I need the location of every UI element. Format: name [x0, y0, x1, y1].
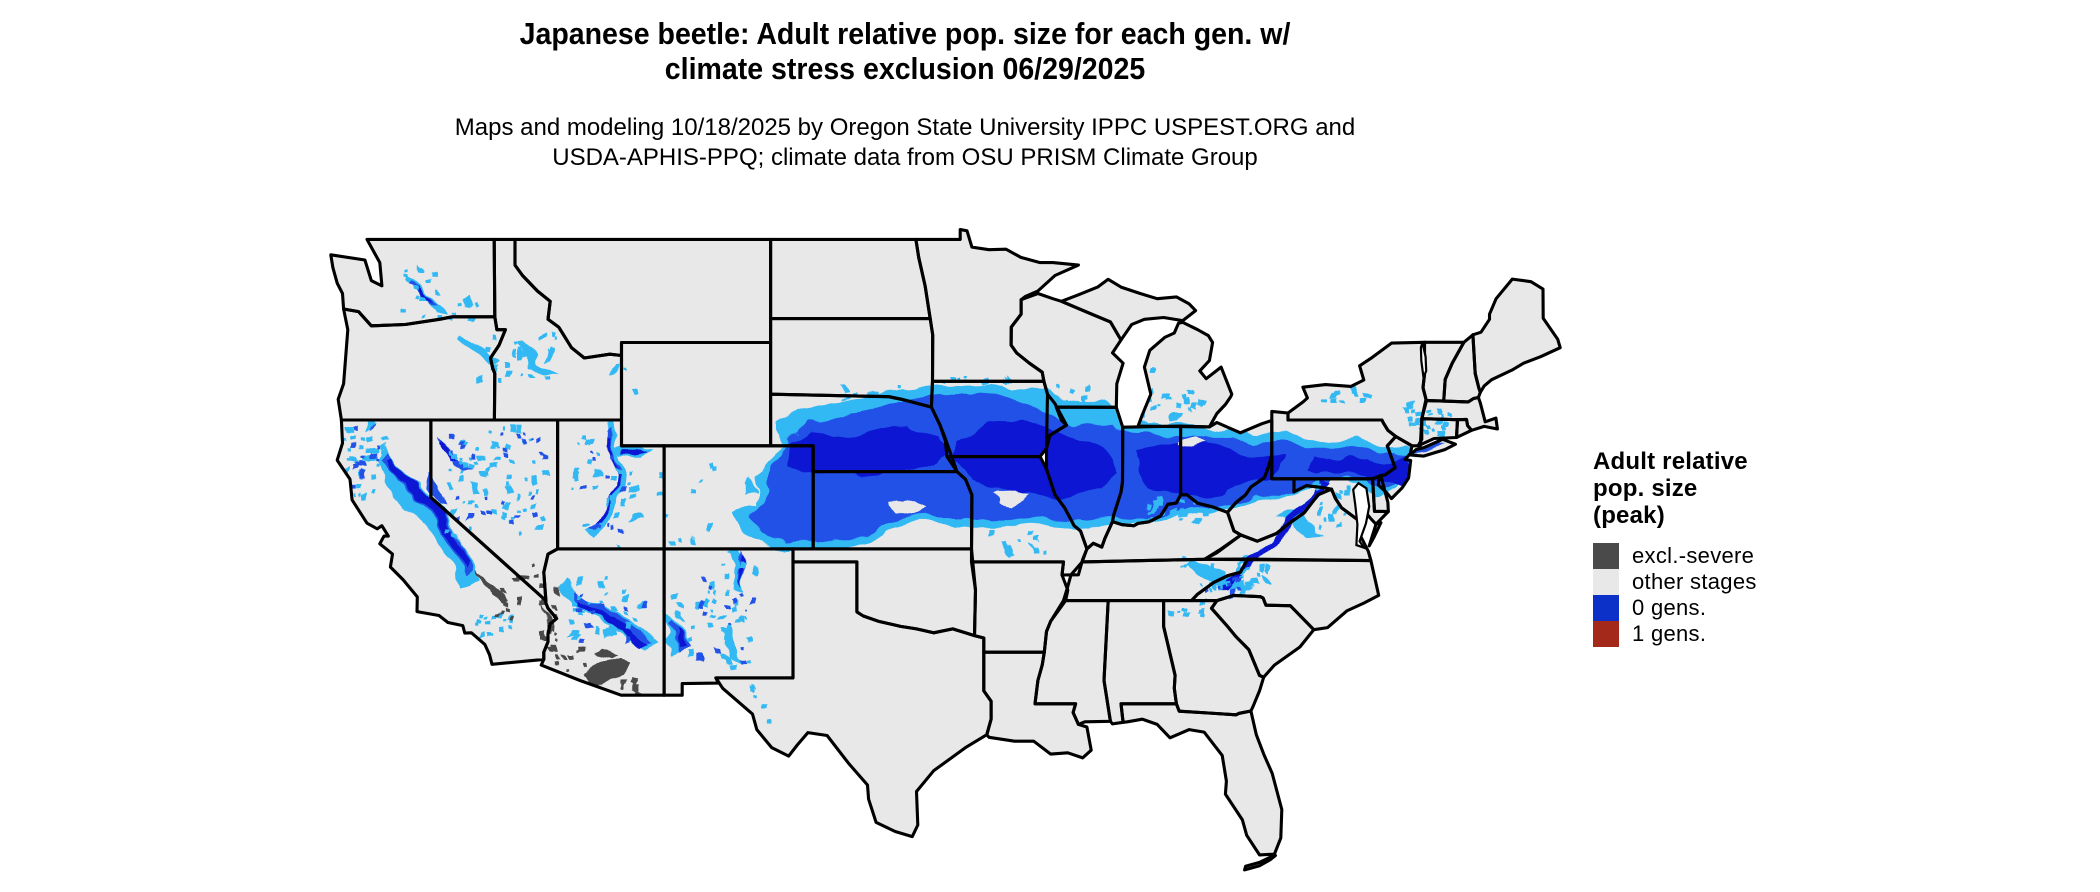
state-oklahoma [793, 548, 976, 636]
region-southern-arizona [582, 654, 626, 686]
legend-title-line2: pop. size [1593, 475, 1698, 502]
map-subtitle-line1: Maps and modeling 10/18/2025 by Oregon S… [454, 114, 1356, 141]
map-title: Japanese beetle: Adult relative pop. siz… [72, 16, 1737, 86]
legend-label-0: excl.-severe [1632, 543, 1755, 568]
region-mogollon-core [581, 596, 651, 649]
region-phoenix-south [593, 645, 612, 658]
legend-swatch-2 [1593, 595, 1619, 621]
region-sacramento-mtns [727, 623, 741, 663]
us-map [329, 227, 1562, 872]
region-wasatch-core [597, 438, 618, 526]
water-bodies [1352, 342, 1428, 550]
legend-swatch-0 [1593, 543, 1619, 569]
map-title-line1: Japanese beetle: Adult relative pop. siz… [519, 16, 1291, 51]
region-yakima-core [418, 283, 433, 303]
state-georgia [1163, 600, 1264, 715]
state-mississippi [1035, 600, 1111, 725]
region-yakima [407, 272, 448, 315]
state-new-mexico [664, 548, 793, 696]
state-florida [1121, 703, 1282, 855]
region-tahoe-cluster [424, 474, 442, 503]
state-arkansas [971, 561, 1068, 653]
state-south-dakota [770, 318, 933, 408]
state-maine [1472, 279, 1561, 393]
region-blue-mtns [460, 332, 497, 364]
map-title-line2: climate stress exclusion 06/29/2025 [664, 51, 1146, 86]
legend-swatch-3 [1593, 621, 1619, 647]
state-massachusetts [1421, 397, 1498, 431]
state-michigan-upper [1061, 279, 1196, 340]
region-missouri-gap [993, 489, 1028, 508]
state-michigan-lower [1138, 322, 1232, 427]
legend-item-0: excl.-severe [1593, 543, 1873, 569]
region-uinta-core [624, 449, 649, 455]
legend-title: Adult relative pop. size (peak) [1593, 448, 1873, 529]
legend-title-line3: (peak) [1593, 502, 1665, 529]
legend-item-1: other stages [1593, 569, 1873, 595]
region-sierra-mid [379, 453, 472, 571]
state-wisconsin [1011, 293, 1124, 449]
state-west-virginia [1227, 455, 1332, 542]
map-subtitle: Maps and modeling 10/18/2025 by Oregon S… [0, 113, 1810, 173]
region-colorado-river [542, 603, 557, 635]
state-new-hampshire [1443, 334, 1481, 402]
region-kansas-gap [893, 497, 926, 515]
region-penn-jersey-core [1312, 456, 1411, 490]
lake-champlain [1419, 342, 1428, 382]
legend-items: excl.-severe other stages 0 gens. 1 gens. [1593, 543, 1873, 647]
region-long-island-mid [1411, 447, 1445, 457]
state-idaho [490, 239, 622, 420]
state-vermont [1423, 342, 1464, 402]
legend: Adult relative pop. size (peak) excl.-se… [1593, 448, 1873, 647]
legend-swatch-1 [1593, 569, 1619, 595]
legend-title-line1: Adult relative [1593, 448, 1748, 475]
region-nebraska-kansas-core [786, 422, 951, 477]
region-nw-ohio-gap [1182, 435, 1209, 449]
state-alabama [1104, 600, 1177, 724]
region-sierra-nevada [375, 448, 478, 588]
state-minnesota [915, 229, 1079, 382]
region-sierra-core [386, 458, 469, 565]
region-gila-core [673, 626, 687, 649]
legend-item-2: 0 gens. [1593, 595, 1873, 621]
state-wyoming [621, 342, 771, 446]
region-iowa-missouri-illinois-core [952, 420, 1117, 498]
legend-label-2: 0 gens. [1632, 595, 1707, 620]
state-north-dakota [770, 239, 931, 319]
state-oregon [338, 309, 506, 420]
legend-label-1: other stages [1632, 569, 1757, 594]
region-mogollon-mid [575, 585, 655, 647]
region-va-piedmont [1276, 510, 1326, 537]
population-overlay [341, 262, 1452, 723]
map-subtitle-line2: USDA-APHIS-PPQ; climate data from OSU PR… [552, 144, 1258, 171]
region-mojave-death-valley [466, 556, 505, 602]
region-palmer-divide [740, 479, 755, 495]
legend-label-3: 1 gens. [1632, 621, 1707, 646]
state-montana [515, 239, 771, 358]
state-rhode-island [1456, 419, 1472, 438]
state-south-carolina [1211, 595, 1314, 678]
chesapeake-bay [1352, 481, 1371, 550]
region-indiana-ohio-core [1135, 443, 1285, 495]
legend-item-3: 1 gens. [1593, 621, 1873, 647]
